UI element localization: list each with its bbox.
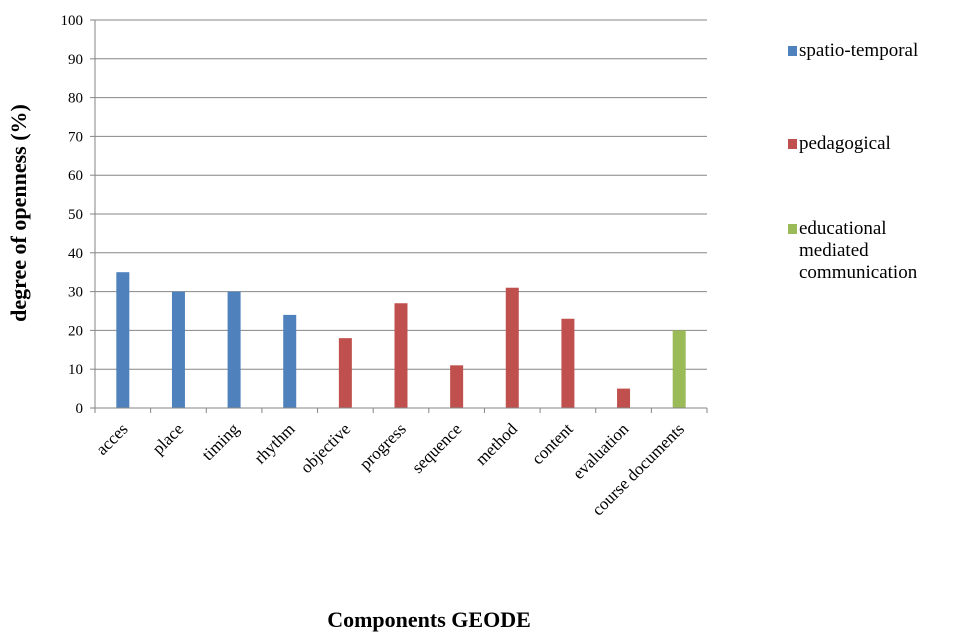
legend-item: pedagogical	[788, 133, 891, 155]
y-tick-label: 20	[68, 323, 83, 339]
bar-course-documents	[672, 330, 686, 408]
x-tick-label: acces	[92, 419, 131, 458]
bar-objective	[338, 338, 352, 408]
y-tick-label: 50	[68, 207, 83, 223]
legend-swatch	[788, 139, 797, 149]
x-tick-label: place	[148, 419, 187, 458]
x-tick-label: method	[472, 419, 522, 469]
bar-content	[561, 318, 575, 408]
x-tick-label: objective	[297, 419, 354, 476]
gridlines	[95, 19, 707, 370]
bar-evaluation	[617, 388, 631, 408]
bar-timing	[227, 291, 241, 408]
legend-swatch	[788, 46, 797, 56]
legend-label: pedagogical	[799, 133, 891, 154]
x-tick-label: sequence	[408, 419, 465, 476]
y-axis: 0 10 20 30 40 50 60 70 80 90 100	[61, 13, 96, 417]
legend-swatch	[788, 224, 797, 234]
x-tick-label: content	[528, 419, 577, 468]
y-tick-label: 10	[68, 362, 83, 378]
y-tick-label: 40	[68, 246, 83, 262]
y-tick-label: 60	[68, 168, 83, 184]
legend-item: spatio-temporal	[788, 40, 918, 62]
y-tick-label: 30	[68, 285, 83, 301]
legend-item: educational mediated communication	[788, 218, 917, 284]
x-tick-label: timing	[198, 419, 243, 464]
y-tick-label: 90	[68, 52, 83, 68]
y-tick-label: 0	[76, 401, 84, 417]
bar-acces	[116, 272, 130, 408]
x-axis-title: Components GEODE	[327, 607, 531, 632]
x-tick-label: rhythm	[250, 419, 298, 467]
bar-sequence	[450, 365, 464, 408]
legend-label: educational mediated communication	[799, 218, 918, 283]
x-tick-label: progress	[356, 419, 410, 473]
y-tick-label: 100	[61, 13, 84, 29]
bar-rhythm	[283, 314, 297, 408]
bar-method	[505, 287, 519, 408]
bars	[116, 272, 686, 408]
y-tick-label: 70	[68, 129, 83, 145]
bar-progress	[394, 303, 408, 408]
bar-place	[171, 291, 185, 408]
y-tick-label: 80	[68, 91, 83, 107]
legend-label: spatio-temporal	[799, 40, 919, 61]
y-axis-title: degree of openness (%)	[6, 104, 31, 322]
